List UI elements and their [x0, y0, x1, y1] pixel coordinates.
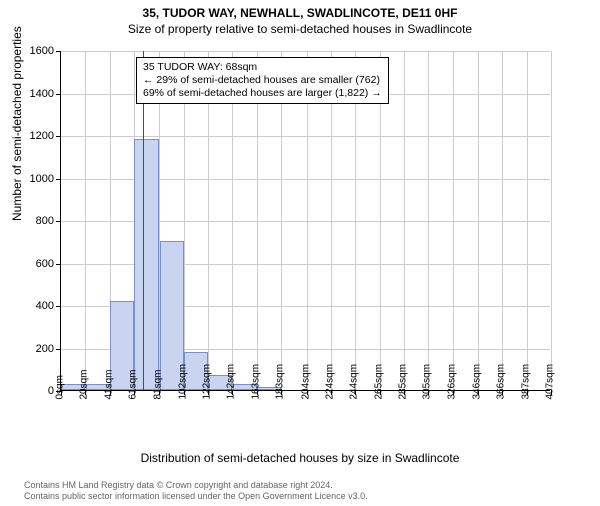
- x-axis-label: Distribution of semi-detached houses by …: [0, 451, 600, 465]
- gridline-v: [478, 51, 479, 390]
- ytick-mark: [56, 94, 61, 95]
- gridline-v: [404, 51, 405, 390]
- chart-area: 35 TUDOR WAY: 68sqm← 29% of semi-detache…: [60, 51, 550, 416]
- info-box: 35 TUDOR WAY: 68sqm← 29% of semi-detache…: [136, 57, 389, 104]
- ytick-mark: [56, 349, 61, 350]
- info-box-line: ← 29% of semi-detached houses are smalle…: [143, 74, 382, 87]
- gridline-v: [527, 51, 528, 390]
- ytick-mark: [56, 51, 61, 52]
- ytick-mark: [56, 179, 61, 180]
- ytick-mark: [56, 136, 61, 137]
- ytick-mark: [56, 221, 61, 222]
- info-box-line: 35 TUDOR WAY: 68sqm: [143, 61, 382, 74]
- chart-title-address: 35, TUDOR WAY, NEWHALL, SWADLINCOTE, DE1…: [0, 6, 600, 20]
- chart-title-desc: Size of property relative to semi-detach…: [0, 22, 600, 36]
- ytick-label: 1200: [0, 130, 54, 142]
- ytick-label: 0: [0, 385, 54, 397]
- ytick-mark: [56, 264, 61, 265]
- plot-area: 35 TUDOR WAY: 68sqm← 29% of semi-detache…: [60, 51, 550, 391]
- gridline-v: [502, 51, 503, 390]
- ytick-mark: [56, 306, 61, 307]
- ytick-label: 400: [0, 300, 54, 312]
- credits: Contains HM Land Registry data © Crown c…: [24, 480, 368, 502]
- ytick-label: 1400: [0, 88, 54, 100]
- gridline-v: [85, 51, 86, 390]
- info-box-line: 69% of semi-detached houses are larger (…: [143, 87, 382, 100]
- ytick-label: 1000: [0, 173, 54, 185]
- gridline-v: [453, 51, 454, 390]
- ytick-label: 200: [0, 343, 54, 355]
- credits-line1: Contains HM Land Registry data © Crown c…: [24, 480, 368, 491]
- gridline-v: [428, 51, 429, 390]
- gridline-v: [551, 51, 552, 390]
- credits-line2: Contains public sector information licen…: [24, 491, 368, 502]
- histogram-bar: [134, 139, 158, 390]
- ytick-label: 800: [0, 215, 54, 227]
- ytick-label: 600: [0, 258, 54, 270]
- ytick-label: 1600: [0, 45, 54, 57]
